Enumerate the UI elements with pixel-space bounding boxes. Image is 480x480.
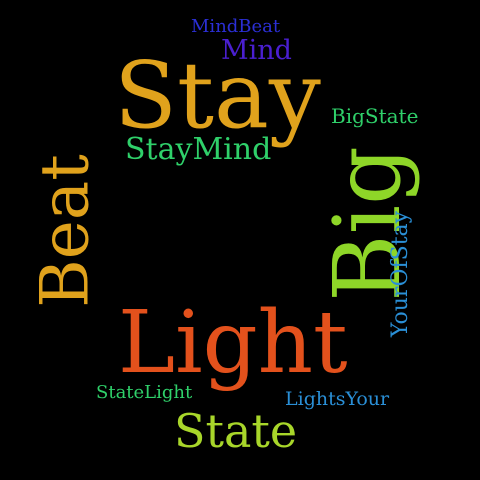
word-yourofstay: YourOfStay <box>388 210 414 338</box>
word-statelight: StateLight <box>96 382 193 403</box>
word-bigstate: BigState <box>331 104 419 128</box>
word-staymind: StayMind <box>125 132 272 167</box>
word-beat: Beat <box>26 154 104 308</box>
word-lightsyour: LightsYour <box>285 388 390 410</box>
word-stay: Stay <box>114 42 321 149</box>
word-mindbeat: MindBeat <box>191 16 281 37</box>
word-state: State <box>174 404 298 458</box>
word-mind: Mind <box>221 35 292 66</box>
word-light: Light <box>118 293 348 393</box>
